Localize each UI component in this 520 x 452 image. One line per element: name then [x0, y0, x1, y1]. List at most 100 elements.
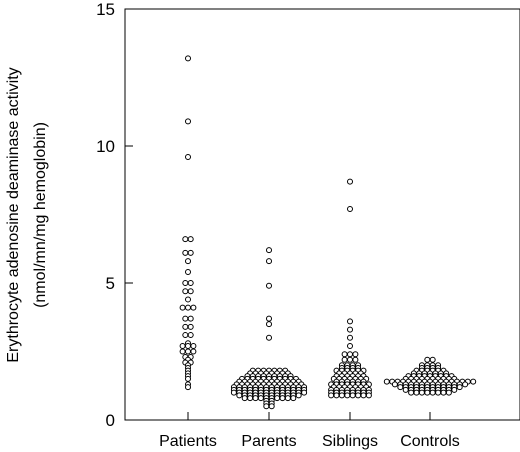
- data-point-siblings: [352, 356, 359, 363]
- data-point-controls: [383, 378, 390, 385]
- data-point-parents: [301, 389, 308, 396]
- data-point-siblings: [344, 392, 351, 399]
- data-point-patients: [185, 296, 191, 303]
- data-point-patients: [185, 269, 191, 276]
- data-point-patients: [190, 348, 197, 355]
- data-point-patients: [179, 304, 186, 311]
- data-point-patients: [182, 249, 189, 256]
- data-point-controls: [470, 378, 477, 385]
- y-axis-label-line2: (nmol/mn/mg hemoglobin): [32, 122, 49, 308]
- data-point-patients: [185, 55, 191, 62]
- x-category-label: Controls: [400, 433, 460, 450]
- data-point-patients: [179, 343, 186, 350]
- data-point-patients: [185, 375, 191, 382]
- data-point-controls: [456, 384, 463, 391]
- y-tick-label: 10: [96, 137, 115, 156]
- data-point-siblings: [341, 356, 348, 363]
- data-point-parents: [268, 403, 275, 410]
- data-point-parents: [274, 395, 281, 402]
- data-point-parents: [236, 392, 243, 399]
- data-point-controls: [413, 389, 420, 396]
- data-point-parents: [266, 258, 272, 265]
- data-point-siblings: [347, 351, 353, 358]
- data-point-controls: [445, 389, 452, 396]
- data-point-parents: [279, 395, 286, 402]
- data-point-parents: [295, 392, 302, 399]
- data-point-patients: [187, 236, 194, 243]
- data-point-patients: [185, 304, 191, 311]
- data-point-parents: [263, 403, 270, 410]
- data-point-parents: [266, 247, 272, 254]
- data-point-patients: [182, 332, 189, 339]
- y-tick-label: 15: [96, 0, 115, 19]
- data-point-controls: [462, 381, 469, 388]
- data-point-controls: [429, 356, 436, 363]
- data-point-siblings: [365, 392, 372, 399]
- data-point-patients: [185, 153, 191, 160]
- data-point-siblings: [347, 343, 353, 350]
- data-point-patients: [185, 343, 191, 350]
- data-point-siblings: [355, 392, 362, 399]
- data-point-parents: [266, 334, 272, 341]
- data-point-parents: [257, 395, 264, 402]
- data-point-siblings: [347, 334, 353, 341]
- data-point-parents: [266, 321, 272, 328]
- y-tick-label: 5: [106, 274, 115, 293]
- x-category-label: Parents: [241, 433, 296, 450]
- data-point-parents: [230, 389, 237, 396]
- data-point-siblings: [347, 206, 353, 213]
- data-point-siblings: [347, 178, 353, 185]
- data-point-parents: [247, 395, 254, 402]
- data-point-siblings: [347, 326, 353, 333]
- data-point-siblings: [352, 351, 359, 358]
- data-point-parents: [290, 395, 297, 402]
- data-point-patients: [190, 343, 197, 350]
- data-point-controls: [408, 389, 415, 396]
- data-point-patients: [187, 323, 194, 330]
- y-axis-ticks: 0 5 10 15: [96, 0, 133, 430]
- x-category-label: Patients: [159, 433, 217, 450]
- data-point-patients: [182, 315, 189, 322]
- data-point-parents: [252, 395, 259, 402]
- data-point-siblings: [338, 392, 345, 399]
- data-point-patients: [182, 280, 189, 286]
- data-point-controls: [397, 384, 404, 391]
- data-point-patients: [182, 323, 189, 330]
- y-axis-label-line1: Erythrocyte adenosine deaminase activity: [5, 67, 22, 362]
- data-point-patients: [187, 332, 194, 339]
- data-point-siblings: [328, 392, 335, 399]
- data-point-siblings: [360, 392, 367, 399]
- data-point-patients: [187, 249, 194, 256]
- data-point-parents: [241, 395, 248, 402]
- data-point-patients: [185, 258, 191, 265]
- data-point-patients: [182, 288, 189, 295]
- x-category-label: Siblings: [322, 433, 378, 450]
- data-point-parents: [284, 395, 291, 402]
- data-point-siblings: [349, 392, 356, 399]
- data-point-patients: [187, 288, 194, 295]
- data-point-patients: [182, 236, 189, 243]
- data-point-patients: [185, 118, 191, 125]
- data-point-controls: [440, 389, 447, 396]
- data-point-siblings: [347, 356, 353, 363]
- data-point-patients: [187, 315, 194, 322]
- data-point-siblings: [341, 351, 348, 358]
- data-point-siblings: [347, 318, 353, 325]
- data-point-siblings: [333, 392, 340, 399]
- data-point-patients: [179, 348, 186, 355]
- data-point-patients: [187, 280, 194, 286]
- data-point-parents: [266, 282, 272, 289]
- data-point-controls: [391, 381, 398, 388]
- data-point-parents: [266, 315, 272, 322]
- data-point-controls: [418, 389, 425, 396]
- plot-frame: [124, 8, 520, 421]
- data-point-patients: [185, 384, 191, 391]
- data-point-controls: [424, 389, 431, 396]
- data-point-controls: [402, 386, 409, 393]
- data-point-patients: [185, 348, 191, 355]
- data-point-controls: [451, 386, 458, 393]
- data-point-controls: [429, 389, 436, 396]
- data-point-patients: [190, 304, 197, 311]
- data-point-controls: [424, 356, 431, 363]
